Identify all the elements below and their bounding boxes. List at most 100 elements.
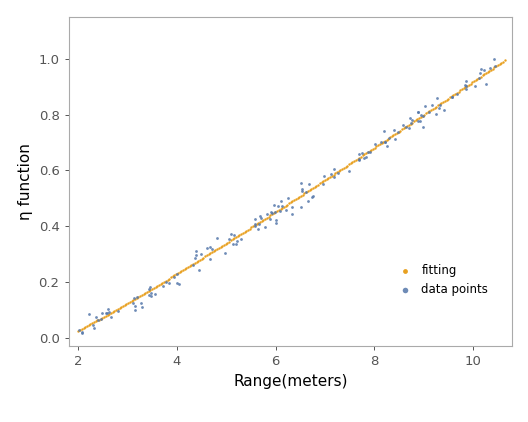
data points [421, 103, 429, 110]
fitting [391, 130, 399, 137]
fitting [129, 297, 137, 303]
fitting [184, 264, 192, 271]
fitting [281, 202, 290, 209]
data points [371, 140, 380, 147]
fitting [430, 104, 439, 111]
fitting [314, 181, 323, 188]
fitting [91, 318, 100, 325]
fitting [357, 153, 365, 160]
fitting [463, 83, 472, 89]
data points [452, 91, 461, 97]
fitting [321, 177, 329, 184]
data points [237, 236, 245, 243]
fitting [417, 114, 425, 120]
fitting [152, 284, 160, 290]
fitting [307, 186, 316, 192]
fitting [451, 91, 459, 97]
data points [270, 202, 278, 209]
data points [331, 173, 339, 180]
fitting [319, 178, 327, 185]
data points [354, 157, 363, 163]
fitting [86, 321, 95, 327]
fitting [222, 240, 230, 247]
fitting [389, 132, 398, 138]
data points [304, 198, 312, 205]
fitting [156, 280, 165, 287]
data points [77, 328, 86, 335]
fitting [360, 151, 369, 158]
fitting [280, 203, 288, 210]
fitting [478, 72, 487, 79]
data points [131, 302, 139, 309]
fitting [175, 269, 184, 276]
fitting [371, 144, 379, 151]
data points [362, 154, 371, 160]
fitting [235, 232, 243, 238]
fitting [365, 148, 374, 154]
data points [381, 139, 389, 146]
fitting [439, 99, 447, 106]
data points [145, 292, 153, 298]
Legend: fitting, data points: fitting, data points [388, 259, 493, 300]
fitting [336, 167, 345, 173]
fitting [298, 191, 307, 198]
fitting [446, 94, 454, 101]
Y-axis label: η function: η function [18, 143, 33, 220]
data points [272, 217, 280, 224]
fitting [316, 180, 324, 187]
data points [138, 303, 146, 310]
fitting [107, 309, 115, 316]
fitting [206, 250, 214, 257]
fitting [249, 223, 257, 230]
fitting [441, 97, 449, 104]
fitting [494, 62, 502, 68]
fitting [244, 226, 252, 233]
fitting [79, 325, 88, 331]
fitting [178, 267, 187, 273]
fitting [294, 195, 302, 201]
fitting [295, 193, 304, 200]
fitting [287, 199, 295, 206]
fitting [143, 289, 151, 295]
fitting [334, 168, 343, 175]
data points [477, 65, 486, 72]
fitting [83, 323, 91, 330]
fitting [192, 258, 201, 265]
data points [137, 300, 145, 307]
fitting [246, 225, 254, 232]
fitting [233, 233, 242, 240]
data points [491, 63, 499, 70]
fitting [215, 245, 223, 252]
fitting [271, 209, 280, 216]
fitting [472, 77, 480, 84]
fitting [124, 300, 133, 306]
fitting [189, 260, 197, 267]
fitting [432, 103, 440, 110]
fitting [95, 316, 103, 323]
data points [227, 230, 235, 237]
data points [107, 313, 115, 320]
fitting [227, 237, 235, 244]
fitting [413, 116, 422, 122]
data points [308, 193, 317, 200]
data points [271, 208, 279, 215]
fitting [312, 182, 320, 189]
data points [97, 315, 106, 322]
fitting [423, 109, 432, 116]
data points [192, 248, 201, 255]
data points [376, 139, 385, 146]
fitting [491, 64, 499, 71]
fitting [359, 152, 367, 159]
fitting [208, 249, 216, 256]
data points [399, 121, 407, 128]
fitting [477, 73, 485, 80]
fitting [449, 92, 458, 98]
fitting [381, 138, 389, 144]
fitting [379, 138, 388, 145]
fitting [468, 79, 476, 86]
fitting [117, 303, 126, 310]
data points [277, 198, 286, 205]
fitting [120, 302, 129, 308]
fitting [266, 212, 275, 219]
data points [479, 66, 488, 73]
